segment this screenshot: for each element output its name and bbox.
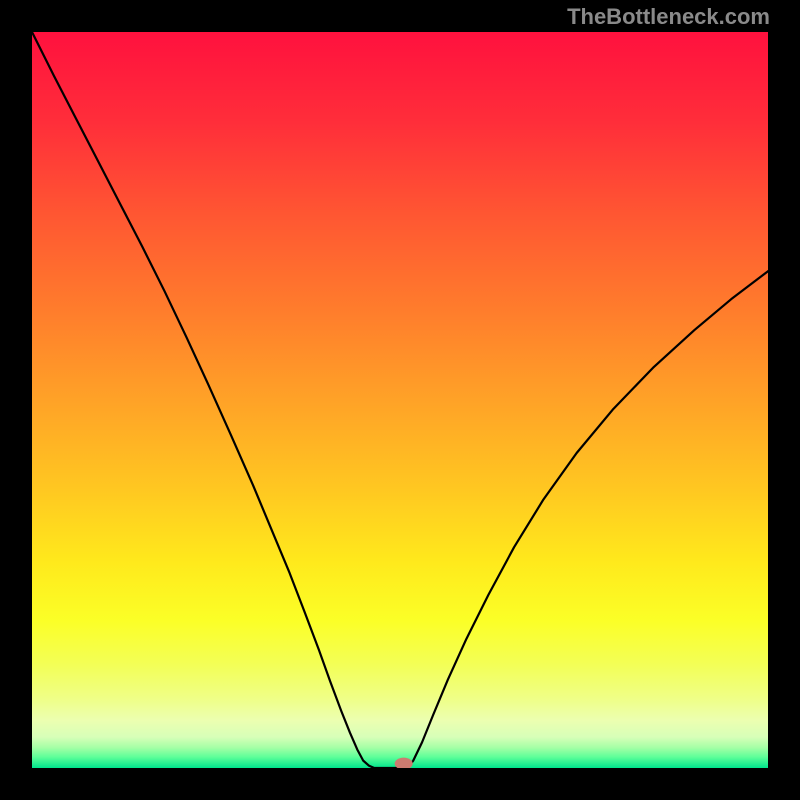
gradient-background (32, 32, 768, 768)
watermark-text: TheBottleneck.com (567, 4, 770, 30)
chart-svg (32, 32, 768, 768)
chart-area (32, 32, 768, 768)
